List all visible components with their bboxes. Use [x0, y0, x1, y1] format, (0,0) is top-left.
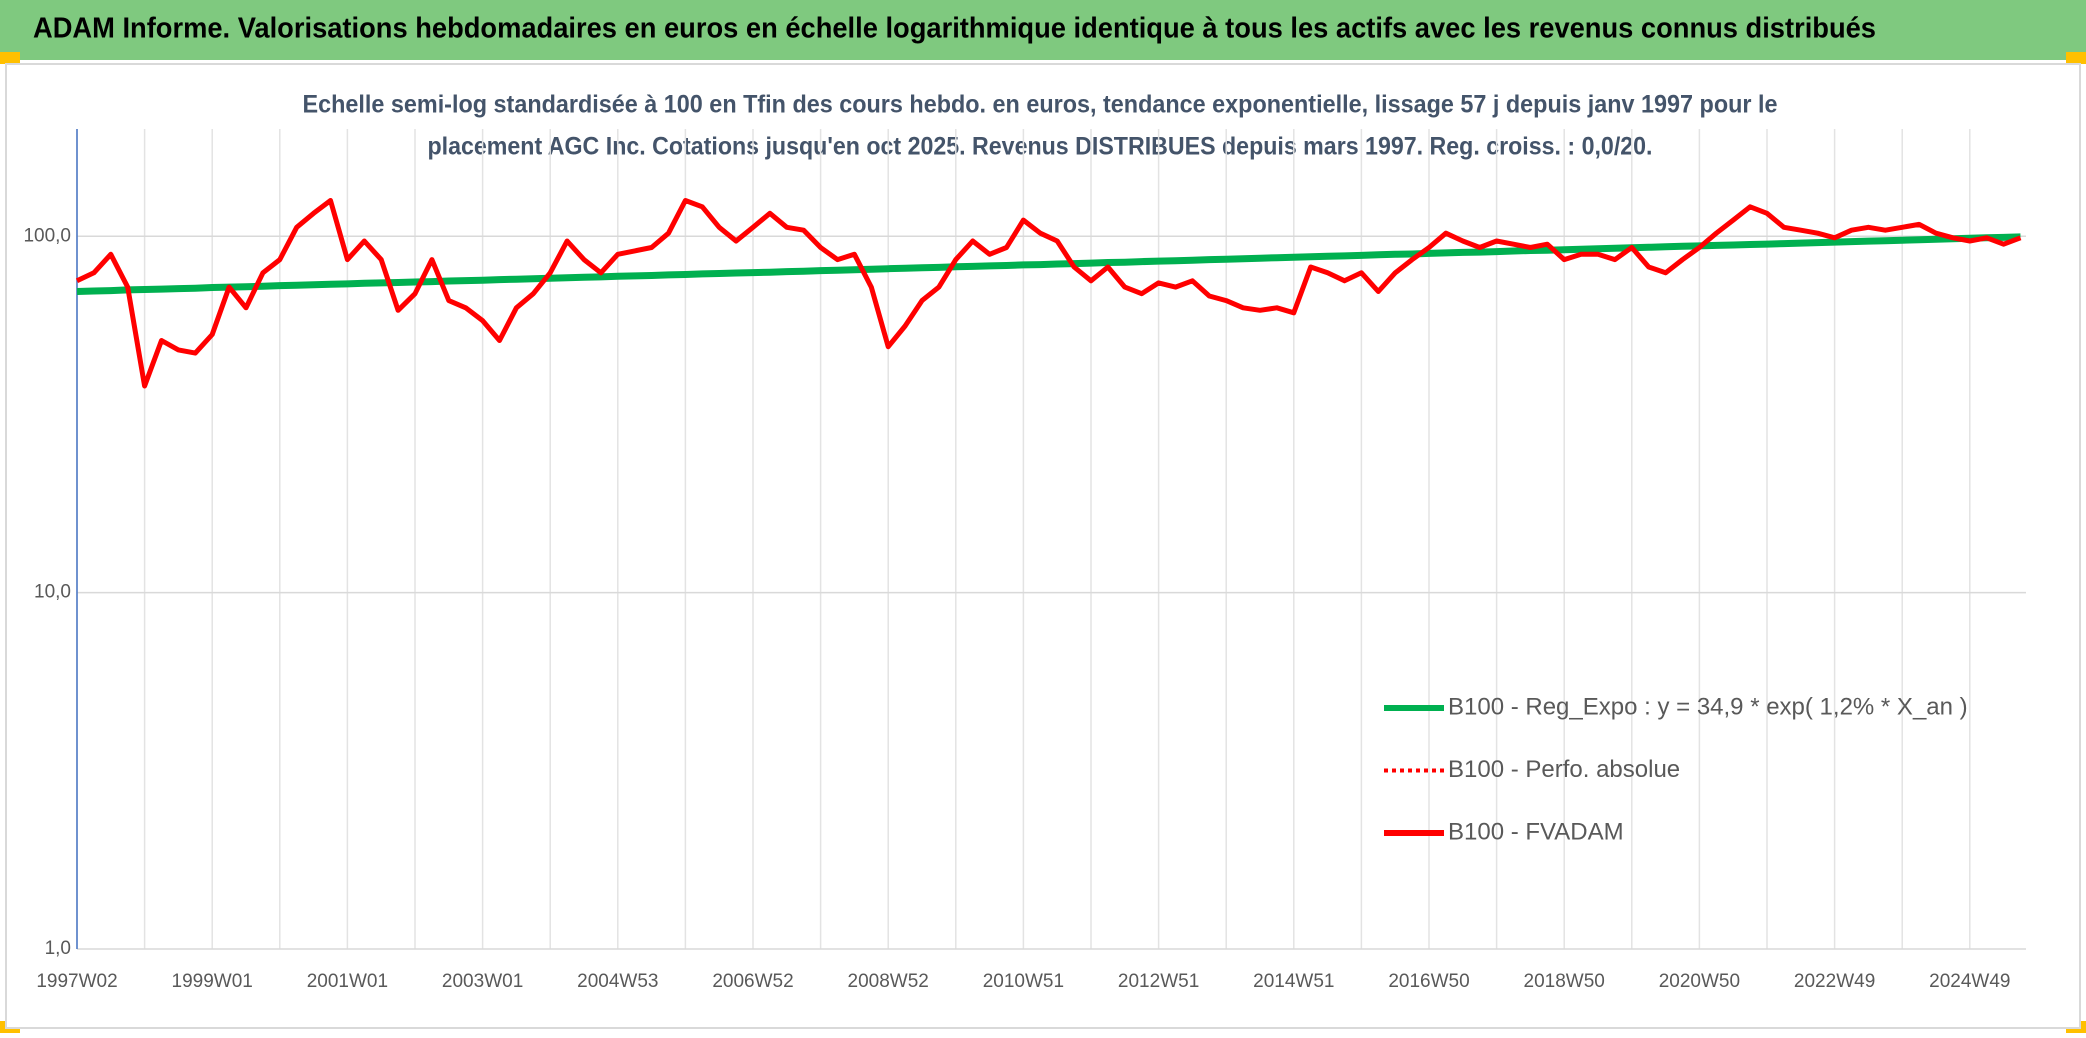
- x-tick-label: 2014W51: [1253, 971, 1334, 992]
- x-tick-label: 2024W49: [1929, 971, 2010, 992]
- legend-label: B100 - FVADAM: [1448, 818, 1624, 845]
- x-tick-label: 2004W53: [577, 971, 658, 992]
- series-line: [75, 198, 2022, 389]
- x-tick-label: 2018W50: [1524, 971, 1605, 992]
- legend-label: B100 - Perfo. absolue: [1448, 756, 1680, 783]
- x-tick-label: 2020W50: [1659, 971, 1740, 992]
- series-line: [76, 233, 2021, 295]
- header-bar: [0, 0, 2086, 60]
- x-tick-label: 1999W01: [172, 971, 253, 992]
- x-tick-label: 2012W51: [1118, 971, 1199, 992]
- chart-subtitle: placement AGC Inc. Cotations jusqu'en oc…: [428, 133, 1653, 161]
- x-tick-label: 2008W52: [848, 971, 929, 992]
- x-tick-label: 1997W02: [36, 971, 117, 992]
- corner: [0, 52, 20, 64]
- page-title: ADAM Informe. Valorisations hebdomadaire…: [33, 13, 1876, 45]
- chart-frame: [5, 63, 2081, 1029]
- corner: [2066, 52, 2086, 64]
- y-tick-label: 1,0: [45, 938, 71, 959]
- x-tick-label: 2001W01: [307, 971, 388, 992]
- x-tick-label: 2016W50: [1388, 971, 1469, 992]
- x-tick-label: 2010W51: [983, 971, 1064, 992]
- legend-label: B100 - Reg_Expo : y = 34,9 * exp( 1,2% *…: [1448, 693, 1968, 720]
- chart-subtitle: Echelle semi-log standardisée à 100 en T…: [303, 91, 1778, 119]
- x-tick-label: 2003W01: [442, 971, 523, 992]
- y-tick-label: 100,0: [23, 225, 71, 246]
- x-tick-label: 2022W49: [1794, 971, 1875, 992]
- y-tick-label: 10,0: [34, 582, 71, 603]
- x-tick-label: 2006W52: [712, 971, 793, 992]
